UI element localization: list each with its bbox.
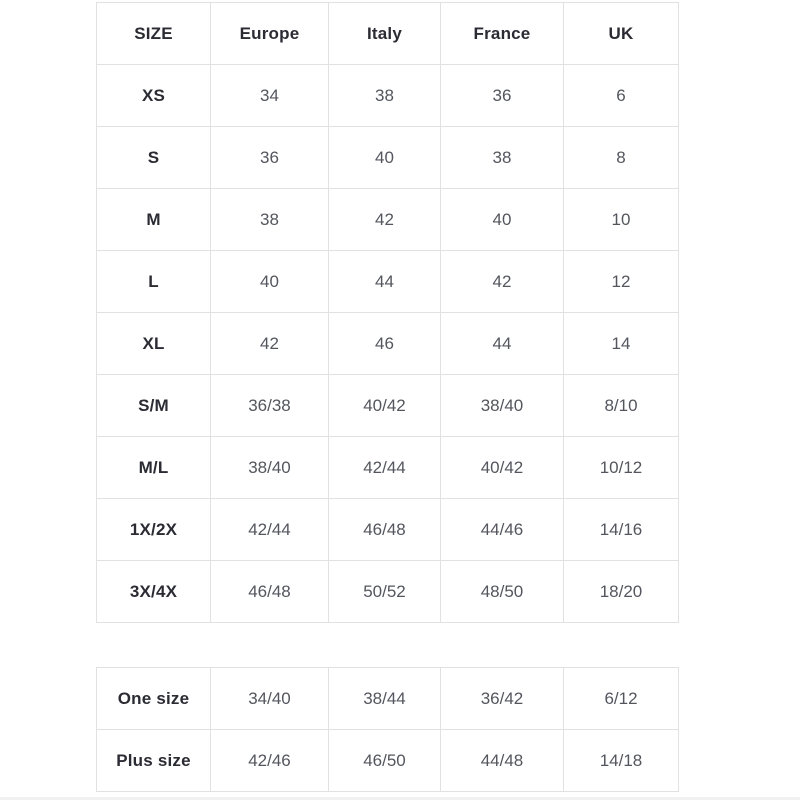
table-row: One size 34/40 38/44 36/42 6/12: [96, 667, 679, 730]
size-value-cell: 42/44: [328, 436, 441, 499]
size-value-cell: 38/40: [440, 374, 564, 437]
size-value-cell: 48/50: [440, 560, 564, 623]
column-header: UK: [563, 2, 679, 65]
size-value-cell: 44: [440, 312, 564, 375]
special-table-body: One size 34/40 38/44 36/42 6/12 Plus size 42/4…: [96, 667, 679, 792]
size-value-cell: 40/42: [440, 436, 564, 499]
size-value-cell: 50/52: [328, 560, 441, 623]
column-header: Italy: [328, 2, 441, 65]
size-label-cell: XL: [96, 312, 211, 375]
size-value-cell: 40/42: [328, 374, 441, 437]
table-row: 3X/4X 46/48 50/52 48/50 18/20: [96, 560, 679, 623]
size-value-cell: 40: [210, 250, 329, 313]
size-label-cell: M: [96, 188, 211, 251]
table-row: L 40 44 42 12: [96, 250, 679, 313]
size-value-cell: 36: [440, 64, 564, 127]
size-value-cell: 38: [440, 126, 564, 189]
size-value-cell: 38/44: [328, 667, 441, 730]
size-value-cell: 46: [328, 312, 441, 375]
size-label-cell: One size: [96, 667, 211, 730]
size-label-cell: S/M: [96, 374, 211, 437]
column-header: Europe: [210, 2, 329, 65]
size-value-cell: 42/46: [210, 729, 329, 792]
size-value-cell: 18/20: [563, 560, 679, 623]
size-value-cell: 10: [563, 188, 679, 251]
size-value-cell: 36: [210, 126, 329, 189]
size-label-cell: 3X/4X: [96, 560, 211, 623]
size-value-cell: 42/44: [210, 498, 329, 561]
column-header: France: [440, 2, 564, 65]
size-value-cell: 46/48: [328, 498, 441, 561]
bottom-edge-strip: [0, 797, 800, 800]
size-value-cell: 44/48: [440, 729, 564, 792]
size-label-cell: M/L: [96, 436, 211, 499]
size-value-cell: 38: [210, 188, 329, 251]
size-value-cell: 42: [328, 188, 441, 251]
size-value-cell: 44: [328, 250, 441, 313]
size-conversion-table: SIZE Europe Italy France UK XS 34 38 36 6 S 36 40 38…: [96, 2, 679, 623]
size-value-cell: 38: [328, 64, 441, 127]
size-value-cell: 46/48: [210, 560, 329, 623]
size-value-cell: 38/40: [210, 436, 329, 499]
size-value-cell: 8/10: [563, 374, 679, 437]
size-value-cell: 46/50: [328, 729, 441, 792]
size-value-cell: 42: [440, 250, 564, 313]
size-value-cell: 14/16: [563, 498, 679, 561]
table-row: S/M 36/38 40/42 38/40 8/10: [96, 374, 679, 437]
column-header: SIZE: [96, 2, 211, 65]
size-label-cell: Plus size: [96, 729, 211, 792]
size-value-cell: 8: [563, 126, 679, 189]
size-value-cell: 40: [440, 188, 564, 251]
table-row: M 38 42 40 10: [96, 188, 679, 251]
size-value-cell: 14: [563, 312, 679, 375]
table-row: Plus size 42/46 46/50 44/48 14/18: [96, 729, 679, 792]
size-value-cell: 12: [563, 250, 679, 313]
header-row: SIZE Europe Italy France UK: [96, 2, 679, 65]
size-value-cell: 42: [210, 312, 329, 375]
size-label-cell: 1X/2X: [96, 498, 211, 561]
size-value-cell: 44/46: [440, 498, 564, 561]
size-value-cell: 36/38: [210, 374, 329, 437]
size-value-cell: 36/42: [440, 667, 564, 730]
size-value-cell: 14/18: [563, 729, 679, 792]
size-value-cell: 34/40: [210, 667, 329, 730]
size-value-cell: 34: [210, 64, 329, 127]
table-row: XL 42 46 44 14: [96, 312, 679, 375]
size-value-cell: 10/12: [563, 436, 679, 499]
size-label-cell: S: [96, 126, 211, 189]
special-sizes-table: One size 34/40 38/44 36/42 6/12 Plus size 42/4…: [96, 667, 679, 792]
table-row: S 36 40 38 8: [96, 126, 679, 189]
size-value-cell: 6/12: [563, 667, 679, 730]
table-row: M/L 38/40 42/44 40/42 10/12: [96, 436, 679, 499]
size-value-cell: 40: [328, 126, 441, 189]
size-label-cell: XS: [96, 64, 211, 127]
size-value-cell: 6: [563, 64, 679, 127]
table-row: XS 34 38 36 6: [96, 64, 679, 127]
main-table-body: XS 34 38 36 6 S 36 40 38 8 M 38 42 40 10 L 40 44 42 12 XL 42 4…: [96, 64, 679, 623]
table-row: 1X/2X 42/44 46/48 44/46 14/16: [96, 498, 679, 561]
size-label-cell: L: [96, 250, 211, 313]
